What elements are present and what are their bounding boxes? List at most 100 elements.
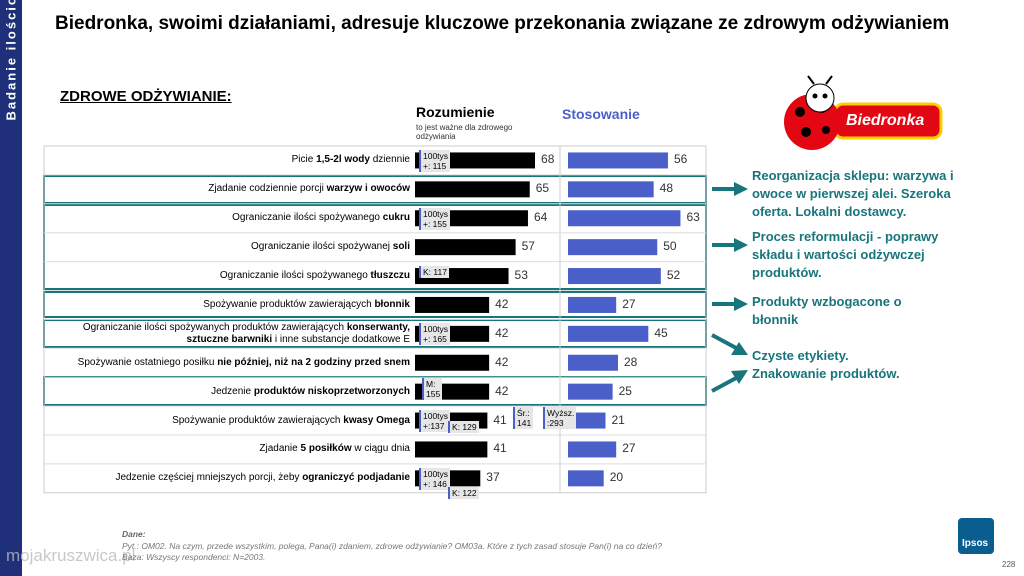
- callout-line: Reorganizacja sklepu: warzywa i: [752, 168, 954, 183]
- bar: [415, 239, 516, 256]
- value-label: 52: [666, 268, 681, 283]
- note-line: +: 115: [423, 161, 447, 171]
- arrows: [711, 182, 748, 393]
- ladybug-logo: [784, 75, 943, 150]
- note-line: 155: [426, 389, 441, 399]
- label-part: Zjadanie codziennie porcji: [208, 183, 327, 195]
- bar: [568, 181, 654, 198]
- note-line: 100tys: [423, 151, 449, 161]
- label-part: konserwanty, sztuczne barwniki: [186, 321, 410, 345]
- value-label: 42: [495, 383, 509, 398]
- note-line: 100tys: [423, 324, 449, 335]
- note-line: Śr.:: [517, 408, 530, 418]
- value-label: 68: [541, 152, 555, 167]
- category-label: Spożywanie produktów zawierających kwasy…: [48, 415, 410, 427]
- watermark: mojakruszwica.pl: [6, 546, 136, 565]
- label-part: soli: [392, 241, 410, 253]
- category-label: Zjadanie codziennie porcji warzyw i owoc…: [48, 183, 410, 195]
- note: 100tys +: 115: [419, 150, 451, 172]
- note-line: 141: [517, 418, 532, 428]
- bar: [568, 268, 661, 285]
- label-part: Spożywanie produktów zawierających: [203, 298, 375, 310]
- note: K: 129: [448, 421, 479, 433]
- label-part: Jedzenie: [211, 385, 254, 397]
- value-label: 41: [493, 412, 507, 427]
- sidebar-strip: [0, 0, 22, 576]
- note-line: +: 155: [423, 218, 447, 229]
- value-label: 57: [521, 239, 535, 254]
- category-label: Ograniczanie ilości spożywanego cukru: [48, 212, 410, 224]
- callout-line: błonnik: [752, 312, 799, 327]
- note-line: +: 165: [423, 334, 447, 345]
- value-label: 42: [495, 296, 509, 311]
- note: 100tys +: 146: [419, 467, 451, 490]
- value-label: 21: [611, 412, 625, 427]
- footer-question: Pyt.: OM02. Na czym, przede wszystkim, p…: [122, 541, 662, 551]
- value-label: 27: [622, 441, 636, 456]
- category-label: Ograniczanie ilości spożywanej soli: [48, 241, 410, 253]
- title: Biedronka, swoimi działaniami, adresuje …: [55, 13, 950, 34]
- bar: [568, 441, 617, 458]
- label-part: i inne substancje dodatkowe E: [272, 333, 410, 345]
- label-part: Ograniczanie ilości spożywanych produktó…: [82, 321, 347, 333]
- label-part: Ograniczanie ilości spożywanego: [232, 212, 383, 224]
- bar: [415, 441, 488, 458]
- category-label: Ograniczanie ilości spożywanych produktó…: [48, 322, 410, 346]
- label-part: kwasy Omega: [343, 414, 410, 426]
- value-label: 42: [495, 354, 509, 369]
- value-label: 42: [495, 325, 509, 340]
- footer-base: Baza: Wszyscy respondenci: N=2003.: [122, 552, 266, 562]
- category-label: Zjadanie 5 posiłków w ciągu dnia: [48, 443, 410, 455]
- footer-data: Dane:: [122, 529, 146, 539]
- bar: [568, 412, 606, 429]
- callout-line: składu i wartości odżywczej: [752, 247, 925, 262]
- note: 100tys +: 165: [419, 323, 451, 346]
- category-label: Jedzenie produktów niskoprzetworzonych: [48, 386, 410, 398]
- value-label: 48: [659, 181, 674, 196]
- label-part: 1,5-2l wody: [316, 154, 370, 166]
- bar: [415, 354, 490, 371]
- note-line: 100tys: [423, 411, 449, 422]
- bar: [415, 296, 490, 313]
- label-part: dziennie: [369, 154, 410, 166]
- series-subtitle: to jest ważne dla zdrowego odżywiania: [416, 123, 513, 141]
- callout-line: oferta. Lokalni dostawcy.: [752, 204, 907, 219]
- category-label: Spożywanie ostatniego posiłku nie późnie…: [48, 357, 410, 369]
- callout-line: owoce w pierwszej alei. Szeroka: [752, 186, 951, 201]
- label-part: produktów niskoprzetworzonych: [253, 385, 410, 397]
- label-part: Picie: [291, 154, 317, 166]
- bar: [568, 239, 658, 256]
- note: 100tys +: 155: [419, 207, 451, 230]
- callout-line: produktów.: [752, 265, 822, 280]
- note-line: K: 122: [452, 488, 477, 498]
- value-label: 56: [673, 152, 688, 167]
- label-part: warzyw i owoców: [326, 183, 410, 195]
- value-label: 53: [514, 268, 528, 283]
- series-header: Stosowanie: [562, 106, 640, 122]
- value-label: 41: [493, 441, 507, 456]
- note: K: 117: [419, 265, 449, 278]
- callout: Czyste etykiety. Znakowanie produktów.: [752, 347, 900, 383]
- category-label: Jedzenie częściej mniejszych porcji, żeb…: [48, 472, 410, 484]
- label-part: tłuszczu: [370, 270, 410, 282]
- label-part: Ograniczanie ilości spożywanej: [251, 241, 393, 253]
- note: M: 155: [422, 378, 443, 400]
- note-line: +:137: [423, 421, 445, 432]
- category-label: Picie 1,5-2l wody dziennie: [48, 154, 410, 166]
- label-part: Spożywanie produktów zawierających: [172, 414, 344, 426]
- label-part: nie później, niż na 2 godziny przed snem: [217, 356, 410, 368]
- brand-logo: [958, 518, 994, 554]
- note-line: M:: [426, 379, 436, 389]
- callout: Produkty wzbogacone o błonnik: [752, 293, 902, 329]
- category-label: Ograniczanie ilości spożywanego tłuszczu: [48, 270, 410, 282]
- value-label: 37: [486, 470, 500, 485]
- value-label: 45: [654, 325, 668, 340]
- label-part: 5 posiłków: [300, 443, 352, 455]
- callout-line: Produkty wzbogacone o: [752, 294, 902, 309]
- value-label: 20: [609, 470, 624, 485]
- section-title: ZDROWE ODŻYWIANIE:: [60, 88, 232, 105]
- value-label: 28: [623, 354, 638, 369]
- note-line: +: 146: [423, 478, 447, 489]
- note-line: 100tys: [423, 208, 449, 219]
- note-line: K: 117: [423, 266, 447, 277]
